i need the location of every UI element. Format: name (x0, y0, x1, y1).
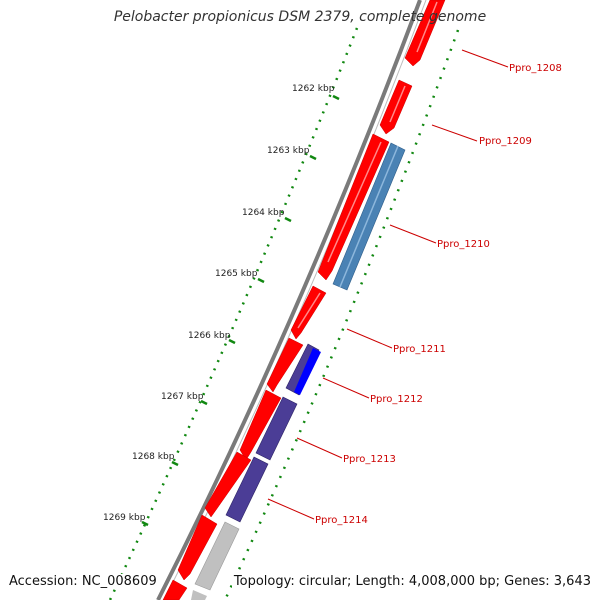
gene-arrow-ppro-1213-fwd[interactable] (239, 389, 282, 461)
gene-labels: Ppro_1208 Ppro_1209 Ppro_1210 Ppro_1211 … (315, 63, 562, 526)
gene-label-ppro-1214[interactable]: Ppro_1214 (315, 515, 368, 526)
kbp-label-1268: 1268 kbp (132, 452, 175, 462)
gene-arrow-ppro-1212[interactable] (294, 348, 321, 395)
gene-arrow-ppro-1214[interactable] (225, 456, 269, 523)
gc-skew-outer-trace (108, 27, 359, 600)
label-leaders (267, 49, 509, 520)
gene-arrow-ppro-1212-fwd[interactable] (266, 337, 304, 393)
genome-backbone (156, 0, 422, 600)
gene-arrow-grey-1[interactable] (194, 521, 240, 591)
accession-text: Accession: NC_008609 (7, 574, 159, 589)
kbp-tick-marks (141, 94, 340, 527)
kbp-label-1264: 1264 kbp (242, 208, 285, 218)
kbp-label-1262: 1262 kbp (292, 84, 335, 94)
kbp-label-1266: 1266 kbp (188, 331, 231, 341)
gene-label-ppro-1210[interactable]: Ppro_1210 (437, 239, 490, 250)
gene-arrow-ppro-1214-fwd[interactable] (204, 451, 252, 518)
gene-arrow-grey-2[interactable] (191, 590, 207, 600)
kbp-labels: 1262 kbp 1263 kbp 1264 kbp 1265 kbp 1266… (103, 84, 335, 523)
gene-label-ppro-1209[interactable]: Ppro_1209 (479, 136, 532, 147)
kbp-label-1265: 1265 kbp (215, 269, 258, 279)
kbp-label-1267: 1267 kbp (161, 392, 204, 402)
gc-content-inner-trace (223, 29, 460, 600)
gene-arrow-ppro-1213[interactable] (255, 396, 298, 461)
gene-arrow-ppro-1215-fwd[interactable] (177, 514, 218, 581)
gene-label-ppro-1211[interactable]: Ppro_1211 (393, 344, 446, 355)
gene-label-ppro-1208[interactable]: Ppro_1208 (509, 63, 562, 74)
gene-label-ppro-1213[interactable]: Ppro_1213 (343, 454, 396, 465)
map-title: Pelobacter propionicus DSM 2379, complet… (113, 9, 487, 25)
topology-text: Topology: circular; Length: 4,008,000 bp… (231, 574, 593, 589)
forward-gene-highlights (297, 1, 438, 329)
gene-ppro-1210-highlight (339, 145, 399, 288)
kbp-label-1269: 1269 kbp (103, 513, 146, 523)
gene-arrow-ppro-1216-fwd[interactable] (162, 579, 188, 600)
reverse-strand-genes (191, 142, 406, 600)
kbp-label-1263: 1263 kbp (267, 146, 310, 156)
gene-label-ppro-1212[interactable]: Ppro_1212 (370, 394, 423, 405)
